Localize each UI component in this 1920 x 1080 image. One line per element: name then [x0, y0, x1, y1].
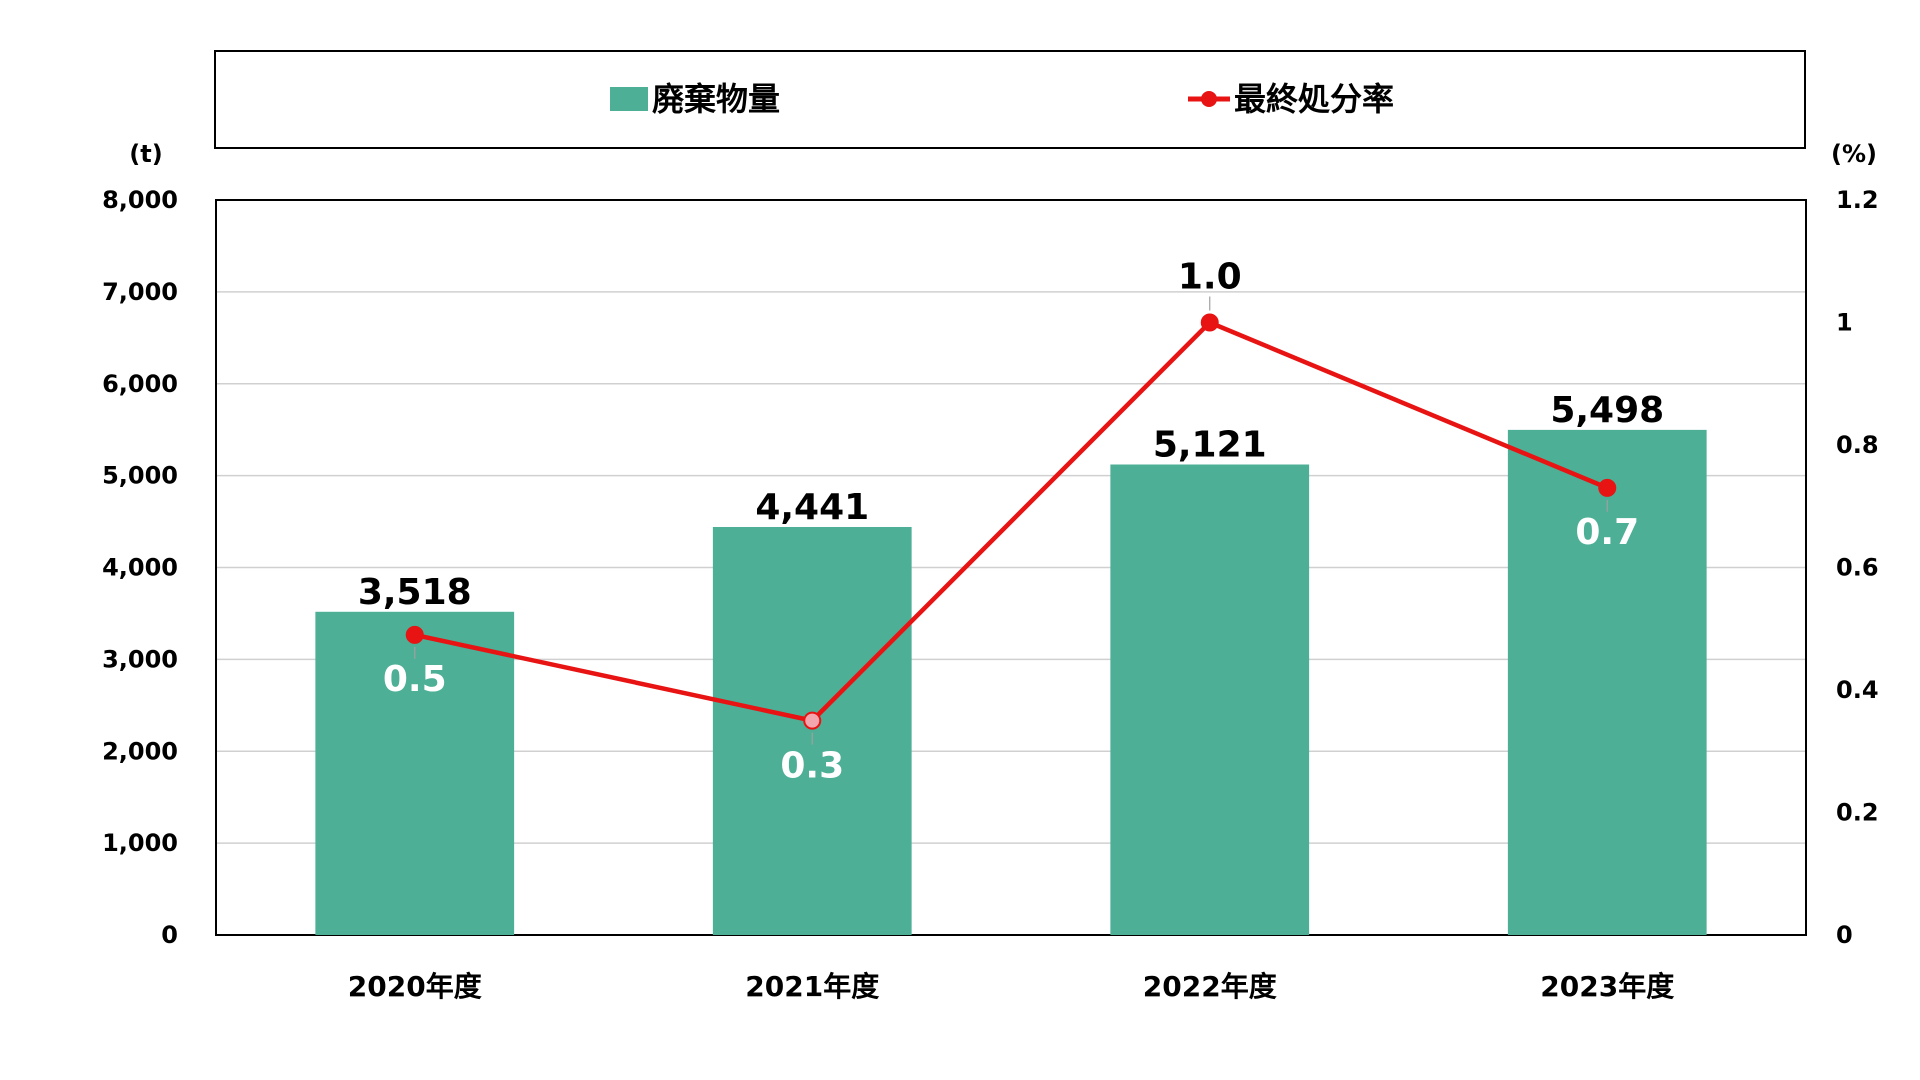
left-tick-label: 1,000 — [102, 829, 178, 857]
bar — [712, 526, 912, 935]
left-tick-label: 8,000 — [102, 186, 178, 214]
left-axis-ticks: 0 1,000 2,000 3,000 4,000 5,000 6,000 7,000 8,00… — [102, 186, 178, 949]
bar-value-labels: 3,518 4,441 5,121 5,498 — [358, 390, 1664, 613]
category-label: 2022年度 — [1143, 970, 1277, 1003]
right-tick-label: 0.4 — [1836, 676, 1879, 704]
bar-value-label: 5,121 — [1153, 425, 1267, 466]
rate-line: 0.5 0.3 1.0 0.7 — [383, 257, 1639, 787]
bar — [1507, 429, 1707, 935]
category-labels: 2020年度 2021年度 2022年度 2023年度 — [348, 970, 1674, 1003]
rate-marker — [1200, 313, 1219, 332]
rate-value-label: 0.5 — [383, 659, 447, 700]
right-tick-label: 1.2 — [1836, 186, 1879, 214]
rate-value-label: 0.3 — [780, 746, 844, 787]
rate-value-label: 0.7 — [1575, 512, 1639, 553]
bar-value-label: 3,518 — [358, 572, 472, 613]
right-axis-ticks: 0 0.2 0.4 0.6 0.8 1 1.2 — [1836, 186, 1879, 949]
category-label: 2023年度 — [1540, 970, 1674, 1003]
bar — [1110, 464, 1310, 935]
rate-value-label: 1.0 — [1178, 257, 1242, 298]
left-tick-label: 7,000 — [102, 278, 178, 306]
bar-value-label: 5,498 — [1550, 390, 1664, 431]
legend-bar-swatch — [610, 87, 648, 111]
legend-line-marker — [1201, 91, 1217, 107]
left-tick-label: 2,000 — [102, 737, 178, 765]
left-tick-label: 5,000 — [102, 462, 178, 490]
bars — [315, 429, 1707, 935]
legend: 廃棄物量 最終処分率 — [214, 50, 1806, 149]
left-axis-unit: (t) — [129, 140, 162, 168]
rate-line-path — [414, 320, 1609, 723]
legend-line-label: 最終処分率 — [1234, 80, 1394, 118]
legend-frame — [214, 50, 1806, 149]
right-tick-label: 0.2 — [1836, 799, 1879, 827]
bar — [315, 611, 515, 935]
right-tick-label: 0 — [1836, 921, 1853, 949]
left-tick-label: 6,000 — [102, 370, 178, 398]
right-tick-label: 1 — [1836, 309, 1853, 337]
left-tick-label: 3,000 — [102, 645, 178, 673]
category-label: 2020年度 — [348, 970, 482, 1003]
right-axis-unit: (%) — [1831, 140, 1877, 168]
right-tick-label: 0.6 — [1836, 554, 1879, 582]
plot-frame — [215, 199, 1807, 936]
left-tick-label: 4,000 — [102, 554, 178, 582]
right-tick-label: 0.8 — [1836, 431, 1879, 459]
category-label: 2021年度 — [745, 970, 879, 1003]
rate-marker — [1598, 478, 1617, 497]
rate-marker — [803, 711, 822, 730]
left-tick-label: 0 — [161, 921, 178, 949]
rate-marker — [405, 625, 424, 644]
legend-bar-label: 廃棄物量 — [652, 80, 780, 118]
bar-value-label: 4,441 — [755, 487, 869, 528]
